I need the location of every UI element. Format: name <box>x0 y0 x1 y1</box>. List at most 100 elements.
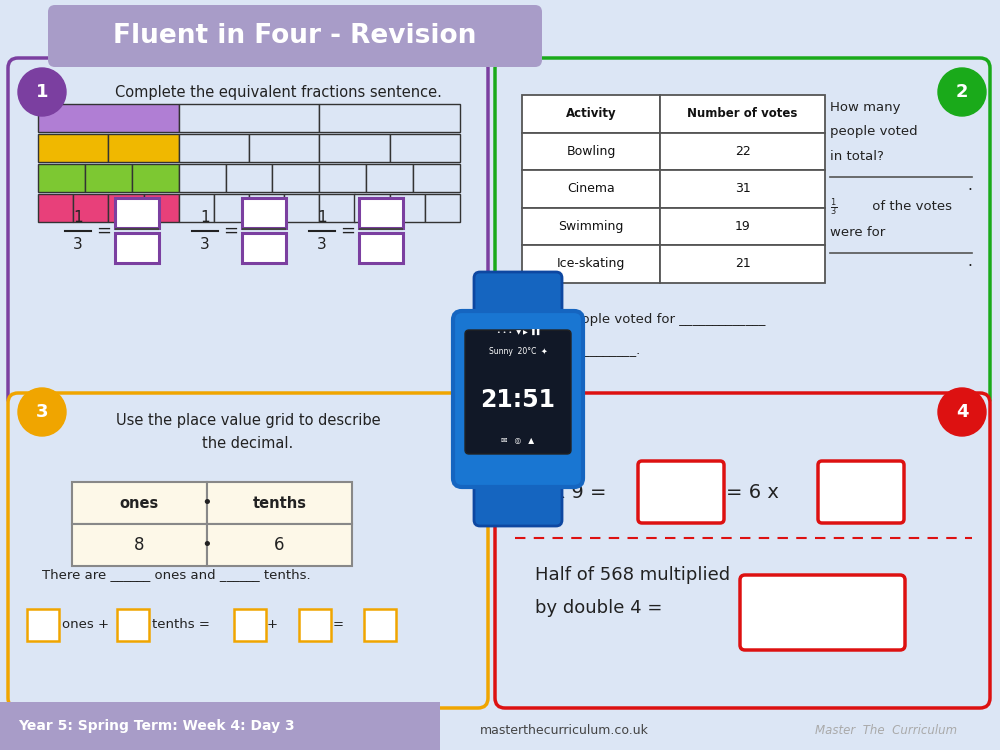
FancyBboxPatch shape <box>474 272 562 326</box>
Text: 1: 1 <box>73 211 83 226</box>
Text: 3 less people voted for _____________: 3 less people voted for _____________ <box>522 314 765 326</box>
Bar <box>108 134 179 162</box>
Text: ones: ones <box>120 496 159 511</box>
Text: 21:51: 21:51 <box>480 388 556 412</box>
Text: 1: 1 <box>317 211 327 226</box>
Text: 4: 4 <box>956 403 968 421</box>
FancyBboxPatch shape <box>242 198 286 228</box>
FancyBboxPatch shape <box>27 609 59 641</box>
Text: Master  The  Curriculum: Master The Curriculum <box>815 724 957 736</box>
Text: 8: 8 <box>134 536 145 554</box>
FancyBboxPatch shape <box>453 311 583 487</box>
Circle shape <box>938 68 986 116</box>
Text: Year 5: Spring Term: Week 4: Day 3: Year 5: Spring Term: Week 4: Day 3 <box>18 719 295 733</box>
Text: ones +: ones + <box>62 619 109 632</box>
Text: Use the place value grid to describe: Use the place value grid to describe <box>116 413 380 428</box>
Text: were for: were for <box>830 226 885 238</box>
Bar <box>272 164 319 192</box>
Bar <box>38 134 108 162</box>
Text: • • •  ▼ ▶ ▐▐: • • • ▼ ▶ ▐▐ <box>497 329 539 335</box>
FancyBboxPatch shape <box>495 393 990 708</box>
Bar <box>284 194 319 222</box>
Text: by double 4 =: by double 4 = <box>535 599 662 617</box>
Bar <box>319 194 354 222</box>
Bar <box>522 95 660 133</box>
Bar <box>0 702 440 750</box>
Text: .: . <box>967 254 972 269</box>
FancyBboxPatch shape <box>115 198 159 228</box>
Text: Activity: Activity <box>566 107 616 120</box>
Text: =: = <box>332 619 344 632</box>
Bar <box>522 245 660 283</box>
Bar <box>319 104 460 132</box>
Text: Half of 568 multiplied: Half of 568 multiplied <box>535 566 730 584</box>
Bar <box>522 208 660 245</box>
Bar <box>249 134 319 162</box>
Bar <box>522 133 660 170</box>
Text: 3: 3 <box>317 236 327 251</box>
Bar <box>207 482 352 524</box>
Text: There are ______ ones and ______ tenths.: There are ______ ones and ______ tenths. <box>42 568 311 581</box>
Bar <box>144 194 179 222</box>
Bar <box>179 134 249 162</box>
Bar <box>179 194 214 222</box>
Text: 3: 3 <box>36 403 48 421</box>
FancyBboxPatch shape <box>299 609 331 641</box>
FancyBboxPatch shape <box>359 198 403 228</box>
FancyBboxPatch shape <box>740 575 905 650</box>
Text: 1: 1 <box>36 83 48 101</box>
Bar <box>413 164 460 192</box>
Text: Ice-skating: Ice-skating <box>557 257 625 270</box>
Bar <box>179 164 226 192</box>
Text: =: = <box>223 222 238 240</box>
Text: 31: 31 <box>735 182 750 195</box>
FancyBboxPatch shape <box>234 609 266 641</box>
Text: tenths: tenths <box>253 496 307 511</box>
Bar <box>249 194 284 222</box>
FancyBboxPatch shape <box>115 233 159 263</box>
Text: 22: 22 <box>735 145 750 158</box>
FancyBboxPatch shape <box>8 58 488 408</box>
FancyBboxPatch shape <box>364 609 396 641</box>
Bar <box>390 194 425 222</box>
Bar <box>660 208 825 245</box>
Text: Fluent in Four - Revision: Fluent in Four - Revision <box>113 23 477 49</box>
Bar <box>38 194 73 222</box>
FancyBboxPatch shape <box>242 233 286 263</box>
Text: 3: 3 <box>73 236 83 251</box>
FancyBboxPatch shape <box>638 461 724 523</box>
Text: = 6 x: = 6 x <box>726 482 779 502</box>
Text: 2: 2 <box>956 83 968 101</box>
Text: =: = <box>341 222 356 240</box>
Text: $\frac{1}{3}$: $\frac{1}{3}$ <box>830 196 837 217</box>
FancyBboxPatch shape <box>818 461 904 523</box>
Text: Cinema: Cinema <box>567 182 615 195</box>
Text: 1: 1 <box>200 211 210 226</box>
Bar <box>366 164 413 192</box>
Bar <box>72 524 207 566</box>
Bar <box>132 164 179 192</box>
Bar <box>73 194 108 222</box>
Bar <box>214 194 249 222</box>
Text: in total?: in total? <box>830 149 884 163</box>
Text: Sunny  20°C  ✦: Sunny 20°C ✦ <box>489 347 547 356</box>
Text: Number of votes: Number of votes <box>687 107 798 120</box>
Text: .: . <box>967 178 972 193</box>
Text: tenths =: tenths = <box>152 619 210 632</box>
Text: 6: 6 <box>274 536 285 554</box>
Bar <box>85 164 132 192</box>
Circle shape <box>938 388 986 436</box>
Text: •: • <box>202 494 212 512</box>
Bar <box>226 164 272 192</box>
Bar <box>425 194 460 222</box>
Text: How many: How many <box>830 101 901 115</box>
Bar <box>390 134 460 162</box>
FancyBboxPatch shape <box>48 5 542 67</box>
Text: 3: 3 <box>200 236 210 251</box>
Text: Bowling: Bowling <box>566 145 616 158</box>
Text: •: • <box>202 536 212 554</box>
Bar <box>38 164 85 192</box>
Text: ✉   ◎   ▲: ✉ ◎ ▲ <box>501 436 535 445</box>
Bar <box>319 134 390 162</box>
FancyBboxPatch shape <box>117 609 149 641</box>
